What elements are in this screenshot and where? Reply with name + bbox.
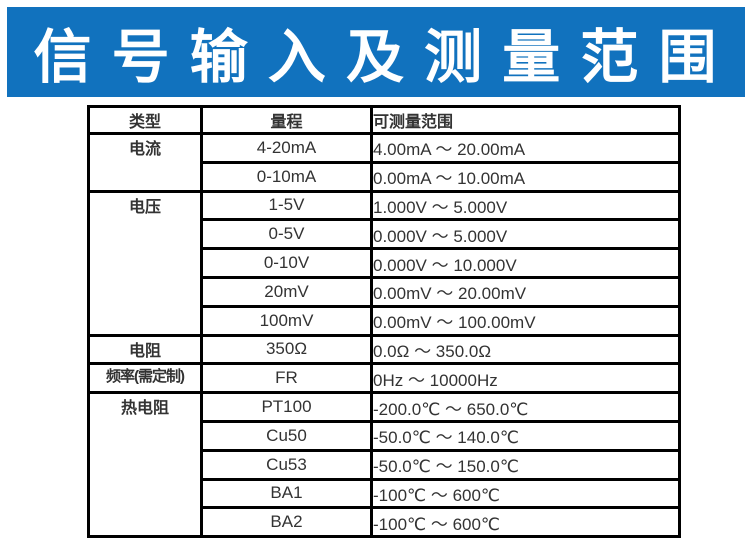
range-cell: 100mV — [200, 304, 373, 337]
measurable-cell: 0Hz ～ 10000Hz — [370, 362, 681, 395]
column-header-range: 量程 — [200, 105, 373, 135]
measurable-cell: -100℃ ～ 600℃ — [370, 477, 681, 510]
table-row: 热电阻 PT100 -200.0℃ ～ 650.0℃ — [87, 391, 681, 539]
measurable-cell: 1.000V ～ 5.000V — [370, 189, 681, 222]
range-cell: 20mV — [200, 275, 373, 308]
measurable-cell: -50.0℃ ～ 140.0℃ — [370, 419, 681, 452]
range-cell: Cu53 — [200, 448, 373, 481]
measurable-cell: -100℃ ～ 600℃ — [370, 506, 681, 539]
measurable-cell: 0.000V ～ 5.000V — [370, 218, 681, 251]
table-row: BA1 -100℃ ～ 600℃ — [89, 477, 681, 510]
table-row: 频率(需定制) FR 0Hz ～ 10000Hz — [87, 362, 681, 395]
type-cell-rtd: 热电阻 — [87, 391, 203, 539]
measurable-cell: 0.00mA ～ 10.00mA — [370, 160, 681, 193]
table-row: 100mV 0.00mV ～ 100.00mV — [89, 304, 681, 337]
table-row: 0-10mA 0.00mA ～ 10.00mA — [89, 160, 681, 193]
page-title-banner: 信 号 输 入 及 测 量 范 围 — [7, 7, 745, 97]
range-cell: 0-5V — [200, 218, 373, 251]
signal-spec-table: 类型 量程 可测量范围 电流 4-20mA 4.00mA ～ 20.00mA 0… — [87, 105, 681, 539]
range-cell: 350Ω — [200, 333, 373, 366]
type-cell-frequency: 频率(需定制) — [87, 362, 203, 395]
page-title: 信 号 输 入 及 测 量 范 围 — [33, 25, 719, 90]
measurable-cell: 0.0Ω ～ 350.0Ω — [370, 333, 681, 366]
column-header-type: 类型 — [87, 105, 203, 135]
table-row: BA2 -100℃ ～ 600℃ — [89, 506, 681, 539]
range-cell: 0-10mA — [200, 160, 373, 193]
measurable-cell: -200.0℃ ～ 650.0℃ — [370, 391, 681, 423]
measurable-cell: 4.00mA ～ 20.00mA — [370, 132, 681, 164]
measurable-cell: -50.0℃ ～ 150.0℃ — [370, 448, 681, 481]
range-cell: PT100 — [200, 391, 373, 423]
table-row: 20mV 0.00mV ～ 20.00mV — [89, 275, 681, 308]
range-cell: BA1 — [200, 477, 373, 510]
range-cell: BA2 — [200, 506, 373, 539]
signal-spec-table-container: 类型 量程 可测量范围 电流 4-20mA 4.00mA ～ 20.00mA 0… — [87, 105, 681, 539]
range-cell: 4-20mA — [200, 132, 373, 164]
table-row: 电阻 350Ω 0.0Ω ～ 350.0Ω — [87, 333, 681, 366]
type-cell-resistance: 电阻 — [87, 333, 203, 366]
range-cell: 0-10V — [200, 247, 373, 279]
measurable-cell: 0.00mV ～ 20.00mV — [370, 275, 681, 308]
measurable-cell: 0.000V ～ 10.000V — [370, 247, 681, 279]
table-row: 电压 1-5V 1.000V ～ 5.000V — [87, 189, 681, 337]
range-cell: FR — [200, 362, 373, 395]
measurable-cell: 0.00mV ～ 100.00mV — [370, 304, 681, 337]
type-cell-current: 电流 — [87, 132, 203, 193]
table-row: Cu53 -50.0℃ ～ 150.0℃ — [89, 448, 681, 481]
table-row: 0-10V 0.000V ～ 10.000V — [89, 247, 681, 279]
range-cell: 1-5V — [200, 189, 373, 222]
table-row: Cu50 -50.0℃ ～ 140.0℃ — [89, 419, 681, 452]
table-row: 电流 4-20mA 4.00mA ～ 20.00mA — [87, 132, 681, 193]
type-cell-voltage: 电压 — [87, 189, 203, 337]
table-header-row: 类型 量程 可测量范围 — [87, 105, 681, 135]
column-header-measurable: 可测量范围 — [370, 105, 681, 135]
table-row: 0-5V 0.000V ～ 5.000V — [89, 218, 681, 251]
range-cell: Cu50 — [200, 419, 373, 452]
